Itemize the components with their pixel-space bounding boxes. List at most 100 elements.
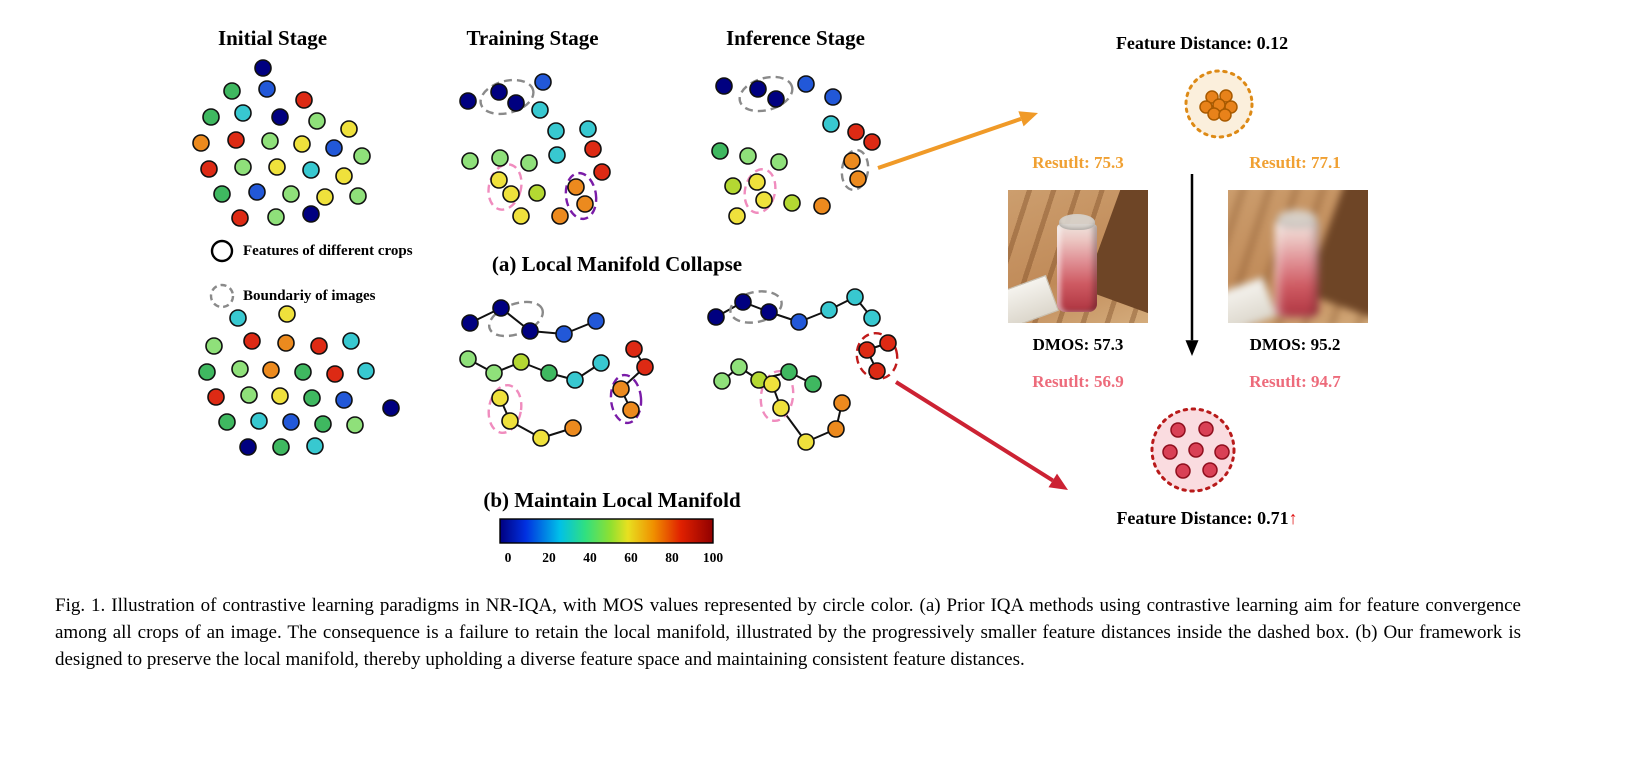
drink-cup-body [1057,224,1097,312]
feature-dot [532,429,550,447]
feature-dot [382,399,400,417]
feature-dot [198,363,216,381]
panel-inference-bottom-boundary-redline [855,331,899,381]
feature-dot [268,158,286,176]
feature-dot [612,380,630,398]
panel-title-inference: Inference Stage [726,26,865,50]
panel-training-bottom [459,299,654,447]
feature-dot [295,91,313,109]
colorbar-tick: 0 [504,550,512,565]
feature-dot [349,187,367,205]
feature-dot [261,132,279,150]
colorbar-tick: 60 [624,550,638,565]
feature-dot [262,361,280,379]
panel-training-top [459,73,611,225]
feature-dot [772,399,790,417]
feature-dot [491,389,509,407]
feature-distance-top-label: Feature Distance: 0.12 [1115,33,1289,53]
feature-dot [797,433,815,451]
feature-dot [213,185,231,203]
feature-dot [342,332,360,350]
panel-inference-bottom [707,288,899,451]
feature-dot [258,80,276,98]
feature-dot [625,340,643,358]
feature-dot [564,419,582,437]
feature-dot [278,305,296,323]
feature-dot [227,131,245,149]
black-down-arrow [1185,174,1199,356]
feature-dot [847,123,865,141]
feature-dot [490,83,508,101]
legend-crops-label: Features of different crops [243,243,413,259]
legend-dashed-circle-icon [209,283,235,309]
cluster-dot [1188,442,1204,458]
result-top-left: Resutlt: 75.3 [1032,153,1124,172]
feature-dot [240,386,258,404]
feature-dot [824,88,842,106]
feature-dot [234,158,252,176]
feature-dot [306,437,324,455]
feature-dot [820,301,838,319]
feature-dot [551,207,569,225]
feature-dot [584,140,602,158]
panel-training-bottom-boundary-gray [487,300,545,338]
colorbar-tick: 20 [542,550,556,565]
feature-dot [566,371,584,389]
feature-dot [636,358,654,376]
feature-dot [192,134,210,152]
feature-dot [335,391,353,409]
feature-dot [271,387,289,405]
feature-dot [202,108,220,126]
feature-dot [501,412,519,430]
feature-dot [459,92,477,110]
feature-dot [316,188,334,206]
cluster-dot [1218,108,1232,122]
feature-dot [622,401,640,419]
feature-dot [267,208,285,226]
feature-dot [229,309,247,327]
feature-dot [254,59,272,77]
colorbar [499,518,714,544]
feature-dot [357,362,375,380]
preserved-feature-cluster [1150,407,1236,493]
feature-dot [303,389,321,407]
drink-cup [1057,214,1097,312]
feature-dot [234,104,252,122]
feature-dot [502,185,520,203]
feature-dot [239,438,257,456]
feature-dot [243,332,261,350]
cluster-dot [1207,107,1221,121]
red-up-arrow-icon: ↑ [1288,508,1298,528]
feature-dot [760,303,778,321]
cluster-dot [1170,422,1186,438]
feature-dot [863,309,881,327]
feature-dot [739,147,757,165]
panel-initial-top [192,59,371,227]
feature-dot [755,191,773,209]
feature-dot [724,177,742,195]
figure-caption: Fig. 1. Illustration of contrastive lear… [55,595,1521,670]
result-bottom-right: Resutlt: 94.7 [1249,372,1341,391]
panel-training-top-boundary-pink [487,163,523,211]
cluster-dot [1198,421,1214,437]
cluster-dot [1202,462,1218,478]
feature-dot [587,312,605,330]
feature-dot [827,420,845,438]
feature-dot [248,183,266,201]
drink-cup-lid [1059,214,1095,230]
feature-dot [231,209,249,227]
cluster-dot [1219,89,1233,103]
colorbar-tick: 40 [583,550,597,565]
reference-image-content [1008,190,1148,323]
feature-distance-bottom-text: Feature Distance: 0.71 [1116,508,1289,528]
distorted-image [1228,190,1368,323]
feature-dot [540,364,558,382]
feature-dot [314,415,332,433]
feature-dot [858,341,876,359]
feature-dot [879,334,897,352]
feature-dot [567,178,585,196]
panel-training-top-boundary-purple [564,171,598,221]
feature-dot [461,314,479,332]
